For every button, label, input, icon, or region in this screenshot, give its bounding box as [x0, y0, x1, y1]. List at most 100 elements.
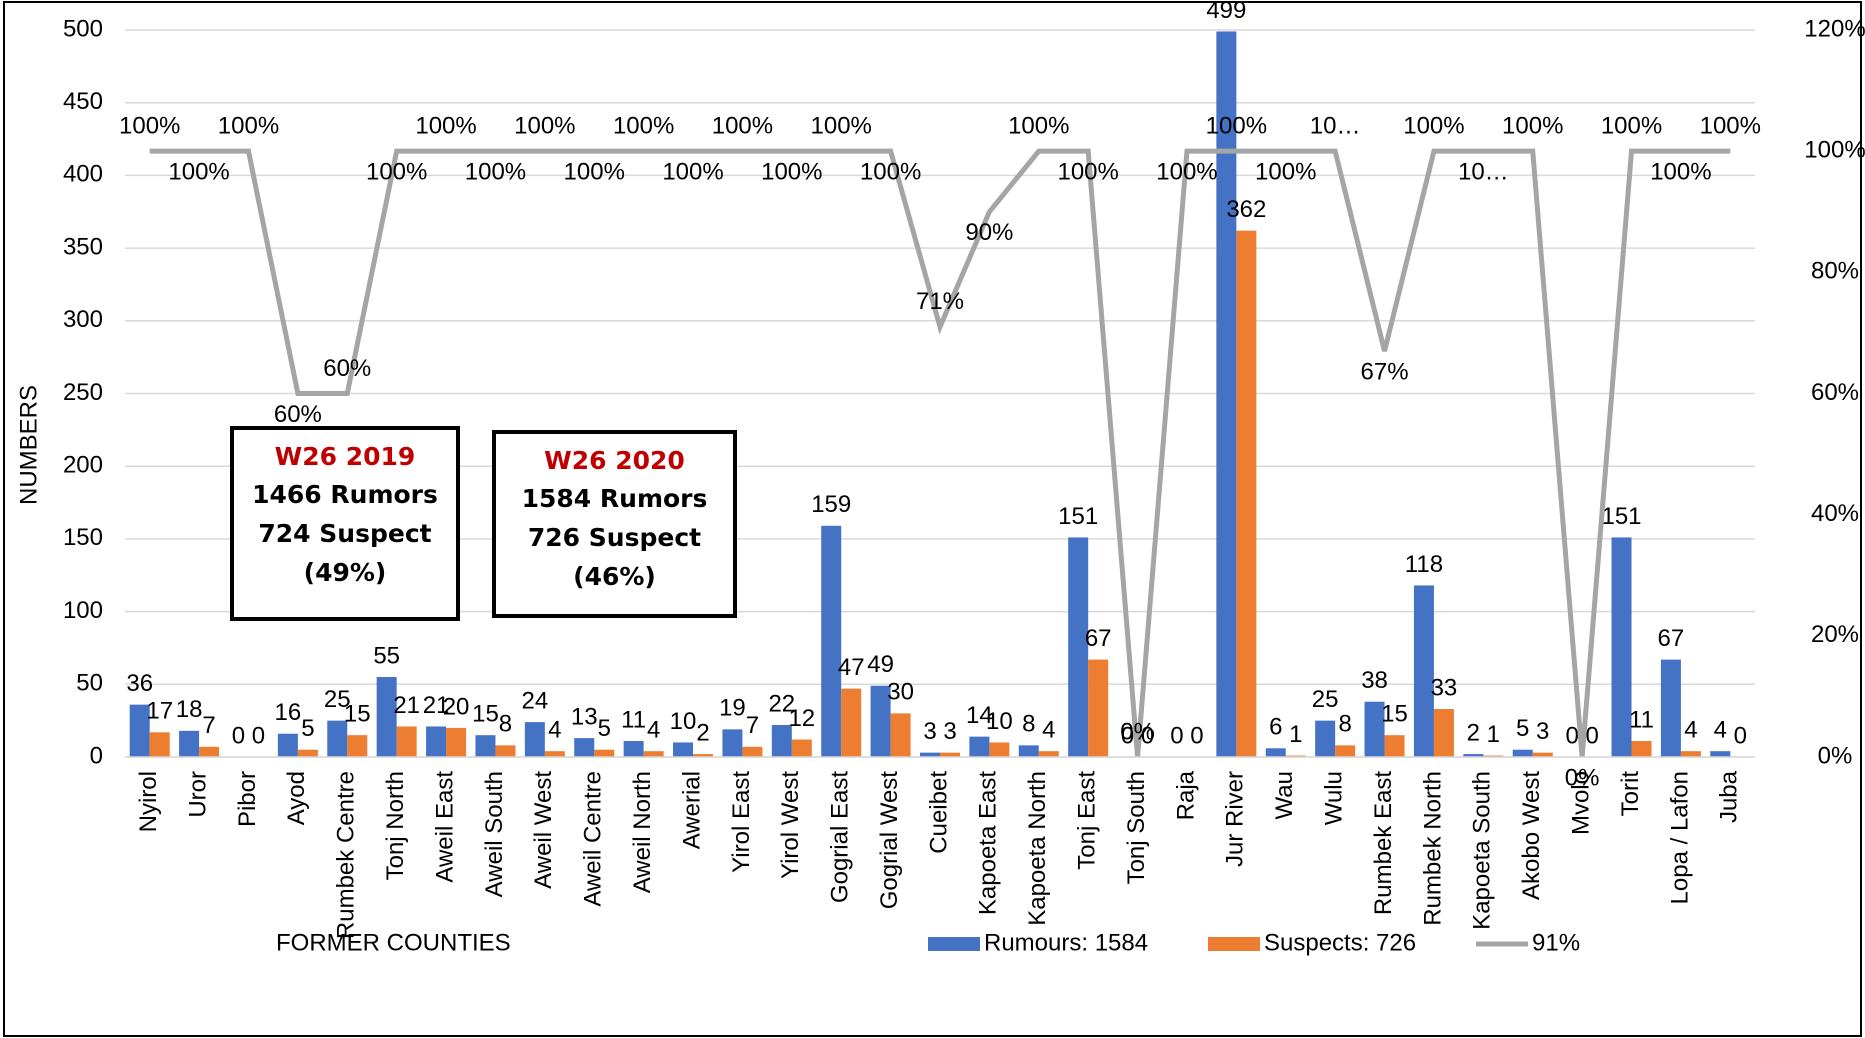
bar: [742, 746, 763, 757]
bar: [347, 735, 368, 757]
bar: [920, 752, 940, 757]
bar: [1335, 745, 1356, 757]
bar: [1315, 720, 1336, 757]
data-label: 21: [393, 692, 420, 719]
x-tick-label: Tonj North: [382, 771, 409, 880]
annotation-line: (46%): [573, 562, 656, 591]
data-label: 33: [1431, 674, 1458, 701]
line-label: 100%: [366, 159, 427, 186]
bar: [1384, 735, 1405, 757]
data-label: 49: [867, 651, 894, 678]
bar: [179, 730, 200, 757]
x-tick-label: Pibor: [234, 771, 261, 827]
data-label: 36: [126, 670, 153, 697]
y2-tick-label: 0%: [1818, 742, 1853, 769]
data-label: 16: [275, 699, 302, 726]
line-label: 100%: [860, 159, 921, 186]
bar: [524, 722, 545, 757]
legend-label: 91%: [1532, 929, 1580, 956]
bar: [544, 751, 565, 757]
bar: [1018, 745, 1039, 757]
data-label: 10: [986, 708, 1013, 735]
line-label: 10…: [1458, 159, 1509, 186]
y-tick-label: 500: [63, 15, 103, 42]
legend-label: Rumours: 1584: [984, 929, 1148, 956]
bar: [722, 729, 743, 757]
data-label: 20: [443, 693, 470, 720]
bar: [495, 745, 516, 757]
legend-label: Suspects: 726: [1264, 929, 1416, 956]
data-label: 362: [1226, 196, 1266, 223]
bar: [1068, 537, 1089, 757]
data-label: 0: [1190, 722, 1203, 749]
line: [149, 148, 1731, 758]
data-label: 0: [232, 722, 245, 749]
x-axis-label: FORMER COUNTIES: [276, 929, 511, 956]
bar: [771, 725, 792, 757]
line-label: 100%: [811, 113, 872, 140]
x-tick-label: Kapoeta North: [1024, 771, 1051, 926]
data-label: 11: [1629, 706, 1654, 733]
bar: [1088, 659, 1109, 757]
line-label: 100%: [1601, 113, 1662, 140]
data-label: 38: [1361, 667, 1388, 694]
data-label: 2: [1467, 719, 1480, 746]
line-label: 100%: [514, 113, 575, 140]
data-label: 151: [1601, 503, 1641, 530]
x-tick-label: Lopa / Lafon: [1666, 771, 1693, 904]
y2-tick-label: 20%: [1811, 621, 1859, 648]
data-label: 11: [621, 706, 646, 733]
data-label: 14: [966, 702, 993, 729]
x-tick-label: Tonj South: [1123, 771, 1150, 884]
data-label: 499: [1206, 0, 1246, 24]
data-label: 0: [1121, 722, 1134, 749]
y2-tick-label: 100%: [1804, 137, 1865, 164]
data-label: 0: [1734, 722, 1747, 749]
data-label: 118: [1405, 551, 1443, 578]
data-label: 3: [1536, 718, 1549, 745]
line-label: 100%: [415, 113, 476, 140]
line-label: 100%: [1255, 159, 1316, 186]
bar: [841, 688, 862, 757]
data-label: 22: [768, 690, 795, 717]
bar: [1038, 751, 1059, 757]
data-label: 18: [176, 696, 203, 723]
data-label: 0: [1170, 722, 1183, 749]
bar: [574, 738, 595, 757]
x-tick-label: Jur River: [1222, 771, 1249, 867]
data-label: 4: [548, 717, 561, 744]
line-label: 100%: [218, 113, 279, 140]
y-tick-label: 450: [63, 88, 103, 115]
line-label: 0%: [1120, 718, 1155, 745]
x-tick-label: Wau: [1271, 771, 1298, 819]
bar: [129, 704, 150, 757]
x-tick-label: Awerial: [678, 771, 705, 849]
x-tick-label: Nyirol: [135, 771, 162, 832]
data-label: 10: [670, 708, 697, 735]
y-tick-label: 0: [90, 742, 103, 769]
data-label: 30: [887, 679, 914, 706]
data-label: 4: [1714, 717, 1727, 744]
bar: [870, 685, 891, 757]
x-tick-label: Rumbek North: [1419, 771, 1446, 926]
bar: [989, 742, 1010, 757]
x-tick-label: Aweil East: [431, 771, 458, 883]
bar: [426, 726, 447, 757]
bar: [1710, 751, 1731, 757]
x-tick-label: Tonj East: [1074, 771, 1101, 870]
annotation-box: [230, 426, 460, 621]
y-tick-label: 300: [63, 306, 103, 333]
data-label: 4: [1684, 717, 1697, 744]
y-tick-label: 350: [63, 233, 103, 260]
data-label: 151: [1058, 503, 1098, 530]
data-label: 5: [598, 715, 611, 742]
bar: [199, 746, 220, 757]
line-label: 100%: [1008, 113, 1069, 140]
bar: [693, 754, 714, 757]
bar: [1463, 754, 1484, 757]
bar: [1364, 701, 1385, 757]
x-tick-label: Aweil North: [629, 771, 656, 893]
y-tick-label: 400: [63, 161, 103, 188]
x-tick-label: Mvolo: [1567, 771, 1594, 835]
legend-swatch: [1208, 937, 1260, 951]
